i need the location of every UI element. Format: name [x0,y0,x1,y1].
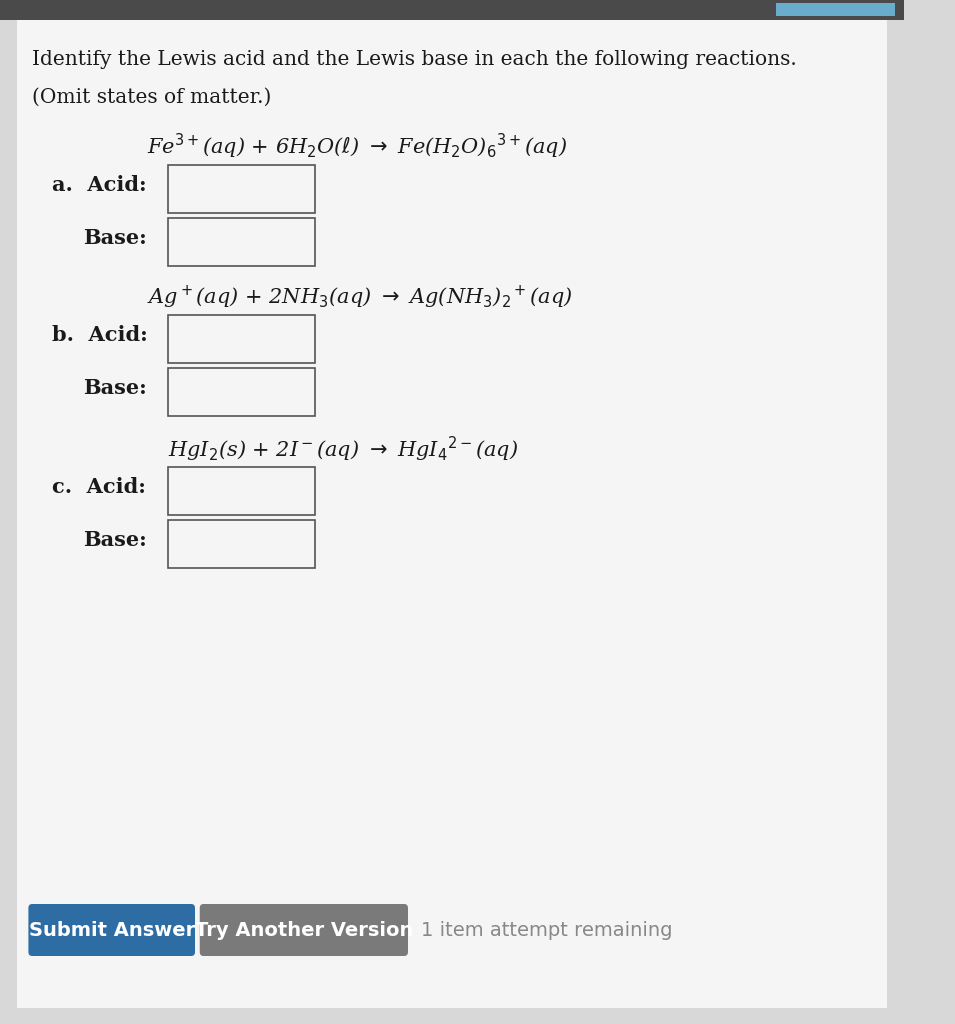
Bar [168,218,315,266]
Text: Identify the Lewis acid and the Lewis base in each the following reactions.: Identify the Lewis acid and the Lewis ba… [32,50,796,69]
Text: c.  Acid:: c. Acid: [53,477,146,497]
Text: 1 item attempt remaining: 1 item attempt remaining [421,921,672,939]
Text: Try Another Version: Try Another Version [195,921,414,939]
FancyBboxPatch shape [200,904,408,956]
Text: Base:: Base: [83,378,147,398]
Text: Base:: Base: [83,530,147,550]
FancyBboxPatch shape [29,904,195,956]
Text: Submit Answer: Submit Answer [29,921,195,939]
Bar [168,467,315,515]
Text: Base:: Base: [83,228,147,248]
Bar [168,520,315,568]
Text: HgI$_2$(s) + 2I$^-$(aq) $\rightarrow$ HgI$_4$$^{2-}$(aq): HgI$_2$(s) + 2I$^-$(aq) $\rightarrow$ Hg… [168,435,519,464]
Bar [168,165,315,213]
Text: a.  Acid:: a. Acid: [53,175,147,195]
Text: (Omit states of matter.): (Omit states of matter.) [32,88,271,106]
Bar [776,3,895,16]
Bar [168,368,315,416]
Bar [168,315,315,362]
Text: Fe$^{3+}$(aq) + 6H$_2$O($\ell$) $\rightarrow$ Fe(H$_2$O)$_6$$^{3+}$(aq): Fe$^{3+}$(aq) + 6H$_2$O($\ell$) $\righta… [147,132,567,161]
Text: Ag$^+$(aq) + 2NH$_3$(aq) $\rightarrow$ Ag(NH$_3$)$_2$$^+$(aq): Ag$^+$(aq) + 2NH$_3$(aq) $\rightarrow$ A… [147,284,573,311]
Bar [0,0,904,20]
Text: b.  Acid:: b. Acid: [53,325,148,345]
